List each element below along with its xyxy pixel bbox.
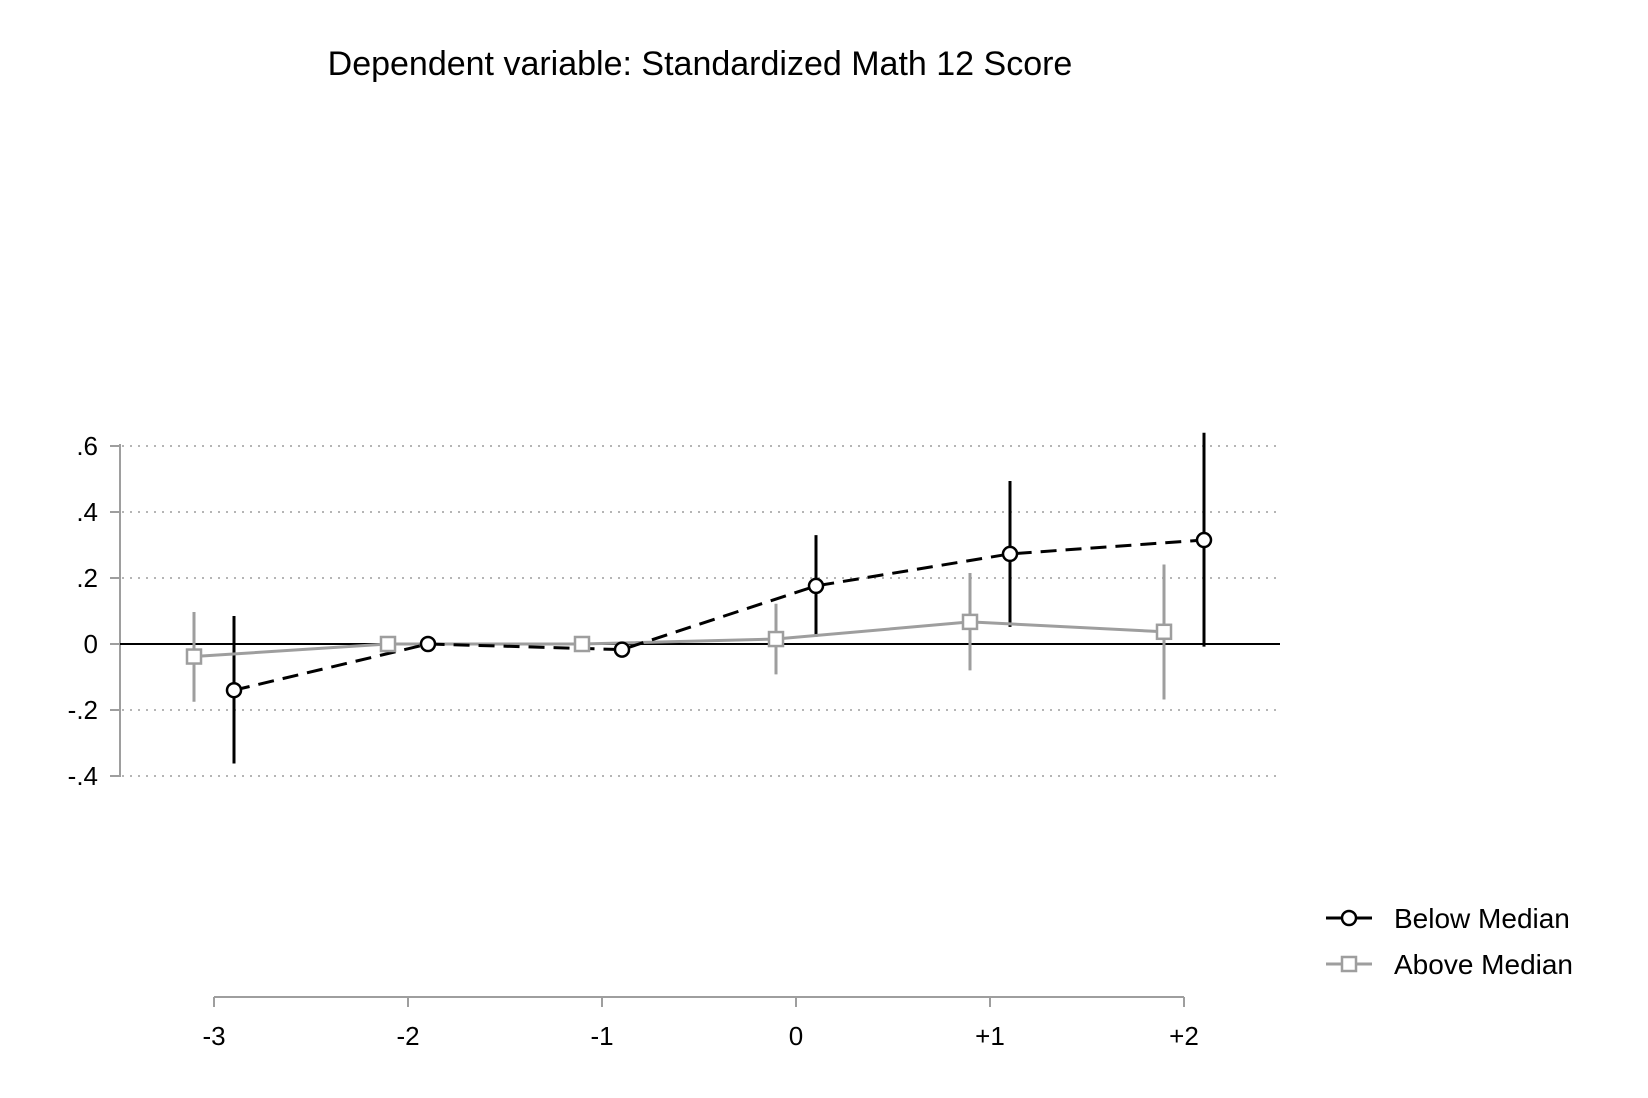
data-point <box>1155 623 1173 641</box>
y-tick-label: .2 <box>76 563 98 593</box>
chart-title: Dependent variable: Standardized Math 12… <box>328 45 1073 83</box>
data-point <box>613 641 631 658</box>
data-point <box>1195 531 1213 549</box>
data-point <box>767 630 785 648</box>
y-tick-label: .4 <box>76 497 98 527</box>
legend-swatch-marker <box>1340 955 1358 973</box>
x-tick-label: +1 <box>975 1021 1005 1051</box>
series-line <box>193 620 1165 658</box>
error-bars <box>192 432 1206 764</box>
data-point <box>573 635 591 653</box>
x-tick-label: 0 <box>789 1021 803 1051</box>
data-point <box>419 635 437 653</box>
axes <box>110 444 1280 1007</box>
x-tick-label: -2 <box>396 1021 419 1051</box>
y-tick-label: .6 <box>76 431 98 461</box>
data-point <box>807 577 825 595</box>
legend: Below Median Above Median <box>1326 903 1573 980</box>
y-tick-label: -.4 <box>68 761 98 791</box>
data-point <box>379 635 397 653</box>
y-tick-labels: -.4 -.2 0 .2 .4 .6 <box>68 431 98 791</box>
grid-lines <box>122 445 1280 777</box>
y-tick-label: -.2 <box>68 695 98 725</box>
series-line <box>233 538 1205 692</box>
legend-label: Below Median <box>1394 903 1570 934</box>
legend-label: Above Median <box>1394 949 1573 980</box>
series-lines <box>193 538 1205 692</box>
data-point <box>185 648 203 665</box>
x-tick-label: +2 <box>1169 1021 1199 1051</box>
legend-swatch-marker <box>1340 909 1358 927</box>
y-tick-label: 0 <box>84 629 98 659</box>
data-point <box>225 681 243 699</box>
data-point <box>961 613 979 631</box>
x-tick-label: -3 <box>202 1021 225 1051</box>
data-point <box>1001 545 1019 563</box>
x-tick-labels: -3 -2 -1 0 +1 +2 <box>202 1021 1198 1051</box>
markers <box>185 531 1213 699</box>
x-tick-label: -1 <box>590 1021 613 1051</box>
